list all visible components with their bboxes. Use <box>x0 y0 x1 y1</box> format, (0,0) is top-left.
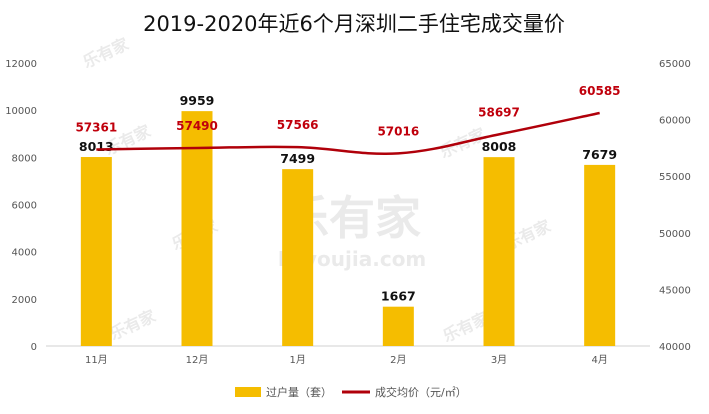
line-series <box>96 111 600 156</box>
x-tick-labels: 11月 12月 1月 2月 3月 4月 <box>85 354 608 366</box>
y-left-tick-label: 6000 <box>12 201 37 212</box>
y-left-tick-label: 4000 <box>12 248 37 259</box>
bar-value-label: 7679 <box>582 147 617 162</box>
bar-value-label: 8013 <box>79 139 114 154</box>
y-left-tick-label: 10000 <box>5 106 37 117</box>
bar <box>282 169 314 346</box>
bar <box>382 306 414 346</box>
bar-value-label: 9959 <box>180 93 215 108</box>
y-left-tick-labels: 0 2000 4000 6000 8000 10000 12000 <box>5 59 37 353</box>
bar-value-label: 7499 <box>280 151 315 166</box>
y-right-tick-label: 50000 <box>659 229 691 240</box>
y-left-tick-label: 8000 <box>12 153 37 164</box>
bar-value-label: 8008 <box>482 139 517 154</box>
legend-bar-swatch <box>235 387 261 397</box>
line-value-label: 60585 <box>579 84 621 98</box>
line-value-label: 57016 <box>377 124 419 138</box>
watermark-brand-small: 乐有家 <box>80 34 132 72</box>
y-left-tick-label: 2000 <box>12 295 37 306</box>
x-tick-label: 12月 <box>186 354 209 366</box>
y-right-tick-labels: 40000 45000 50000 55000 60000 65000 <box>659 59 691 353</box>
line-value-label: 57361 <box>75 120 117 134</box>
bar-value-label: 1667 <box>381 289 416 304</box>
x-tick-label: 2月 <box>390 354 406 366</box>
y-right-tick-label: 65000 <box>659 59 691 70</box>
y-left-tick-label: 0 <box>31 342 37 353</box>
legend-bar-label: 过户量（套） <box>266 385 332 399</box>
watermark-brand-small: 乐有家 <box>107 306 159 344</box>
x-tick-label: 4月 <box>591 354 607 366</box>
bar-series <box>80 111 616 347</box>
bar <box>584 164 616 346</box>
x-tick-label: 3月 <box>491 354 507 366</box>
bar-value-labels: 8013 9959 7499 1667 8008 7679 <box>79 93 617 304</box>
bar <box>80 157 112 346</box>
line-value-label: 58697 <box>478 105 520 119</box>
y-right-tick-label: 40000 <box>659 342 691 353</box>
y-right-tick-label: 60000 <box>659 116 691 127</box>
y-left-tick-label: 12000 <box>5 59 37 70</box>
legend-line-label: 成交均价（元/㎡） <box>375 385 467 399</box>
legend: 过户量（套） 成交均价（元/㎡） <box>235 385 467 399</box>
price-line <box>96 111 600 156</box>
y-right-tick-label: 55000 <box>659 172 691 183</box>
line-value-label: 57490 <box>176 119 218 133</box>
line-value-label: 57566 <box>277 118 319 132</box>
x-tick-label: 1月 <box>289 354 305 366</box>
chart-title: 2019-2020年近6个月深圳二手住宅成交量价 <box>143 12 565 36</box>
watermark: 乐有家 Leyoujia.com 乐有家 乐有家 乐有家 乐有家 乐有家 乐有家… <box>80 34 554 346</box>
bar <box>483 157 515 346</box>
y-right-tick-label: 45000 <box>659 285 691 296</box>
x-tick-label: 11月 <box>85 354 108 366</box>
line-value-labels: 57361 57490 57566 57016 58697 60585 <box>75 84 620 138</box>
bar <box>181 111 213 347</box>
